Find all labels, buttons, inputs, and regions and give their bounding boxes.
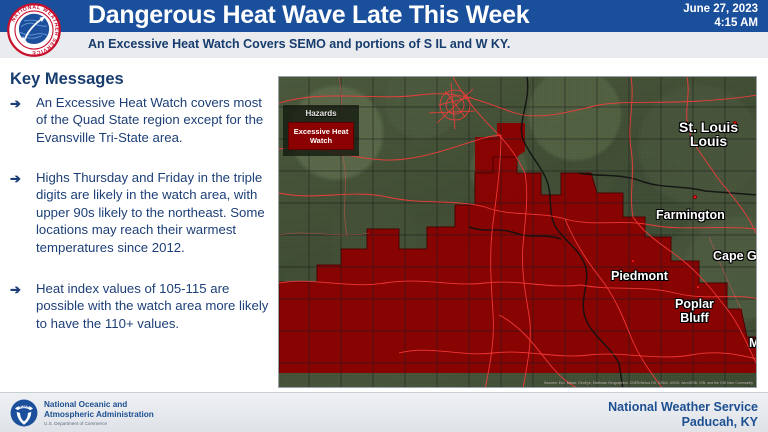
header-date: June 27, 2023 xyxy=(683,3,758,15)
noaa-agency-name: National Oceanic and Atmospheric Adminis… xyxy=(44,400,154,420)
noaa-department: U.S. Department of Commerce xyxy=(44,421,108,426)
subheader-bar: An Excessive Heat Watch Covers SEMO and … xyxy=(0,32,768,58)
bullet-arrow-icon: ➔ xyxy=(10,171,21,186)
key-message-item: ➔ Heat index values of 105-115 are possi… xyxy=(10,280,272,332)
page-title: Dangerous Heat Wave Late This Week xyxy=(88,1,530,29)
header-bar: Dangerous Heat Wave Late This Week June … xyxy=(0,0,768,32)
subtitle: An Excessive Heat Watch Covers SEMO and … xyxy=(88,37,511,51)
key-message-text: Heat index values of 105-115 are possibl… xyxy=(36,281,269,331)
nws-logo: NATIONAL WEATHER SERVICE xyxy=(6,2,62,58)
key-messages-heading: Key Messages xyxy=(10,70,124,88)
city-marker-dot xyxy=(631,259,635,263)
legend-title: Hazards xyxy=(305,109,337,118)
city-marker-dot xyxy=(696,285,700,289)
city-marker-dot xyxy=(733,121,737,125)
map-legend: Hazards Excessive Heat Watch xyxy=(283,105,359,156)
footer-office: National Weather Service Paducah, KY xyxy=(608,400,758,430)
noaa-agency-line1: National Oceanic and xyxy=(44,400,128,409)
svg-text:NOAA: NOAA xyxy=(19,404,30,408)
header-datetime: June 27, 2023 4:15 AM xyxy=(683,2,758,30)
header-time: 4:15 AM xyxy=(714,17,758,29)
footer-office-line2: Paducah, KY xyxy=(681,415,758,429)
footer-bar: NOAA National Oceanic and Atmospheric Ad… xyxy=(0,392,768,432)
noaa-logo: NOAA xyxy=(10,399,38,427)
city-marker-dot xyxy=(693,195,697,199)
key-message-text: Highs Thursday and Friday in the triple … xyxy=(36,170,265,255)
hazard-map[interactable]: Hazards Excessive Heat Watch St. Louis Lo… xyxy=(278,76,757,388)
footer-office-line1: National Weather Service xyxy=(608,400,758,414)
bullet-arrow-icon: ➔ xyxy=(10,282,21,297)
key-messages-panel: Key Messages ➔ An Excessive Heat Watch c… xyxy=(0,62,278,388)
legend-swatch-excessive-heat-watch: Excessive Heat Watch xyxy=(288,122,354,150)
key-message-item: ➔ Highs Thursday and Friday in the tripl… xyxy=(10,169,272,256)
noaa-agency-line2: Atmospheric Administration xyxy=(44,409,154,419)
key-message-item: ➔ An Excessive Heat Watch covers most of… xyxy=(10,94,272,146)
bullet-arrow-icon: ➔ xyxy=(10,96,21,111)
map-attribution: Sources: Esri, Maxar, GeoEye, Earthstar … xyxy=(543,381,753,385)
key-message-text: An Excessive Heat Watch covers most of t… xyxy=(36,95,264,145)
